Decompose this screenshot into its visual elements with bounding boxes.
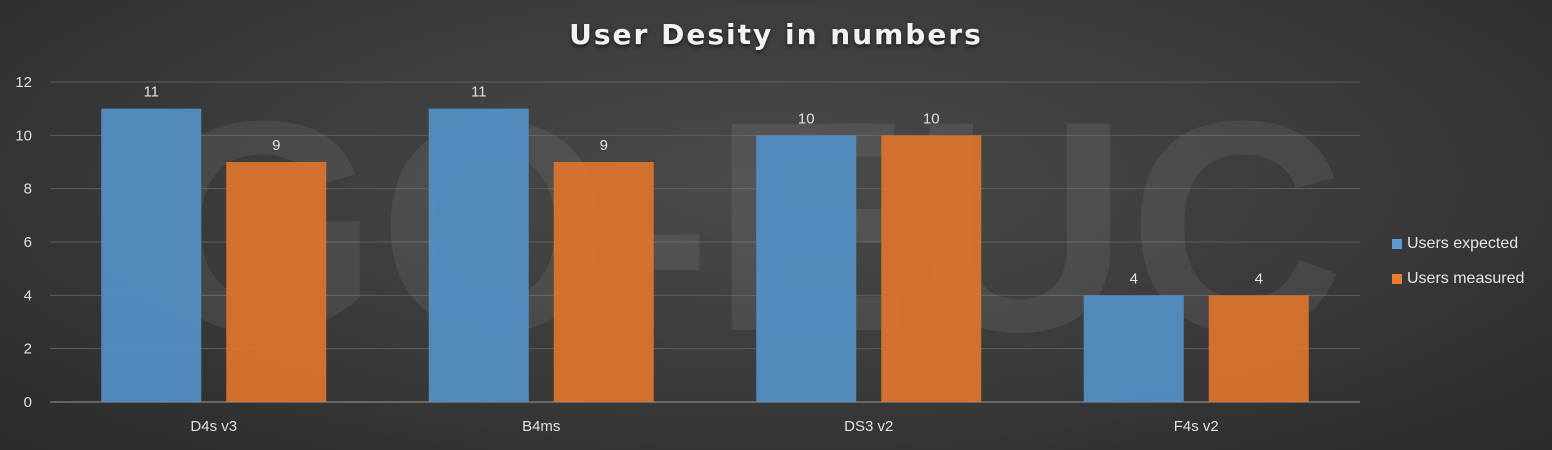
data-label: 9 [600,137,608,154]
legend-swatch-users-measured [1392,273,1402,284]
x-tick-label: F4s v2 [1174,418,1219,435]
bar-users-expected-2 [756,135,857,403]
data-label: 10 [798,110,815,127]
bar-shade [1208,295,1309,402]
bar-users-measured-0 [226,162,327,402]
legend: Users expected Users measured [1392,226,1524,296]
x-tick-label: B4ms [522,418,560,435]
y-tick-label: 0 [24,394,32,411]
data-label: 10 [923,110,940,127]
bar-shade [756,135,857,403]
y-tick-label: 12 [15,74,32,91]
legend-label-users-measured: Users measured [1407,269,1525,287]
bar-users-expected-3 [1083,295,1184,402]
y-tick-label: 6 [24,234,32,251]
x-tick-label: DS3 v2 [844,418,893,435]
bar-users-measured-3 [1208,295,1309,402]
legend-swatch-users-expected [1392,238,1402,249]
bar-shade [428,108,529,403]
bar-users-expected-1 [428,108,529,403]
bar-shade [881,135,982,403]
bar-shade [1083,295,1184,402]
chart-title: User Desity in numbers [569,18,983,51]
bar-shade [226,162,327,402]
legend-label-users-expected: Users expected [1407,234,1519,252]
bar-users-measured-2 [881,135,982,403]
y-tick-label: 10 [15,127,32,144]
data-label: 9 [272,137,280,154]
data-label: 4 [1255,270,1263,287]
y-tick-label: 8 [24,181,32,198]
y-tick-label: 4 [24,287,32,304]
legend-item-users-expected: Users expected [1392,226,1524,261]
y-tick-label: 2 [24,341,32,358]
data-label: 11 [143,84,159,101]
x-tick-label: D4s v3 [190,418,237,435]
bar-shade [101,108,202,403]
bar-shade [553,162,654,402]
legend-item-users-measured: Users measured [1392,261,1524,296]
bar-users-measured-1 [553,162,654,402]
data-label: 11 [471,84,487,101]
bar-users-expected-0 [101,108,202,403]
data-label: 4 [1130,270,1138,287]
